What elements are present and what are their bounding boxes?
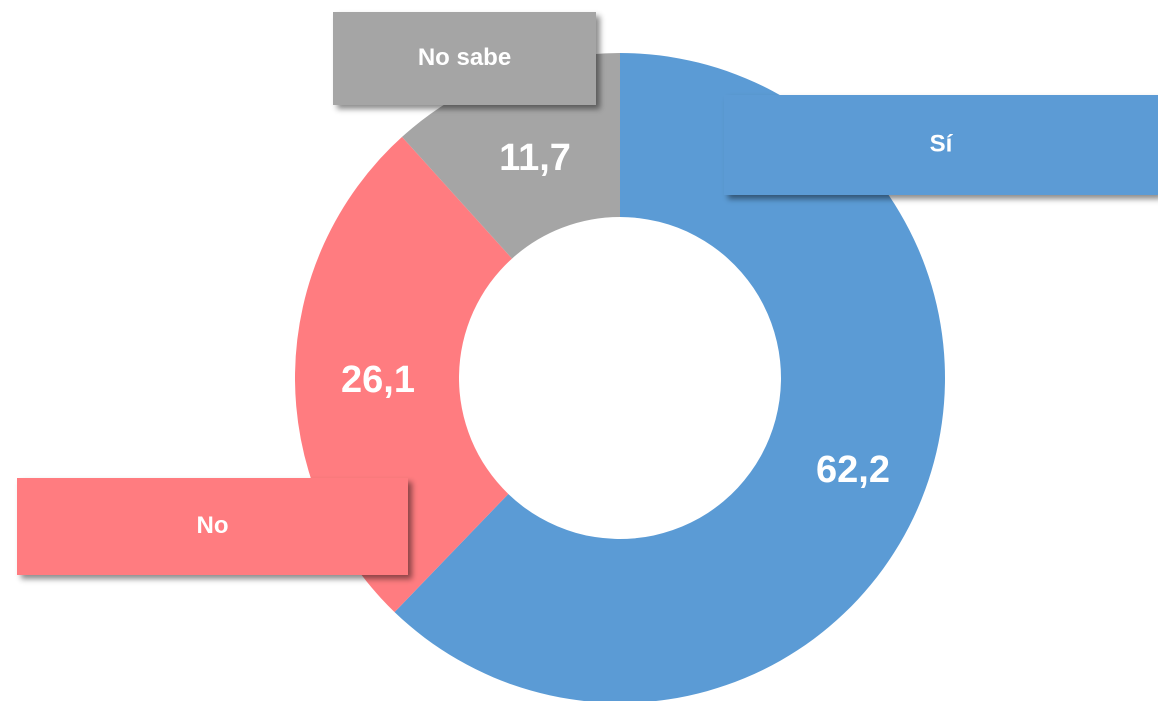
category-label: No sabe xyxy=(418,44,511,71)
donut-slice xyxy=(394,53,945,701)
data-label: 62,2 xyxy=(816,449,890,491)
category-box xyxy=(724,95,1158,195)
category-box xyxy=(333,12,596,105)
category-box xyxy=(17,478,408,575)
category-label: No xyxy=(197,512,229,539)
data-label: 11,7 xyxy=(499,137,571,179)
category-label: Sí xyxy=(930,130,954,157)
data-label: 26,1 xyxy=(341,359,415,401)
